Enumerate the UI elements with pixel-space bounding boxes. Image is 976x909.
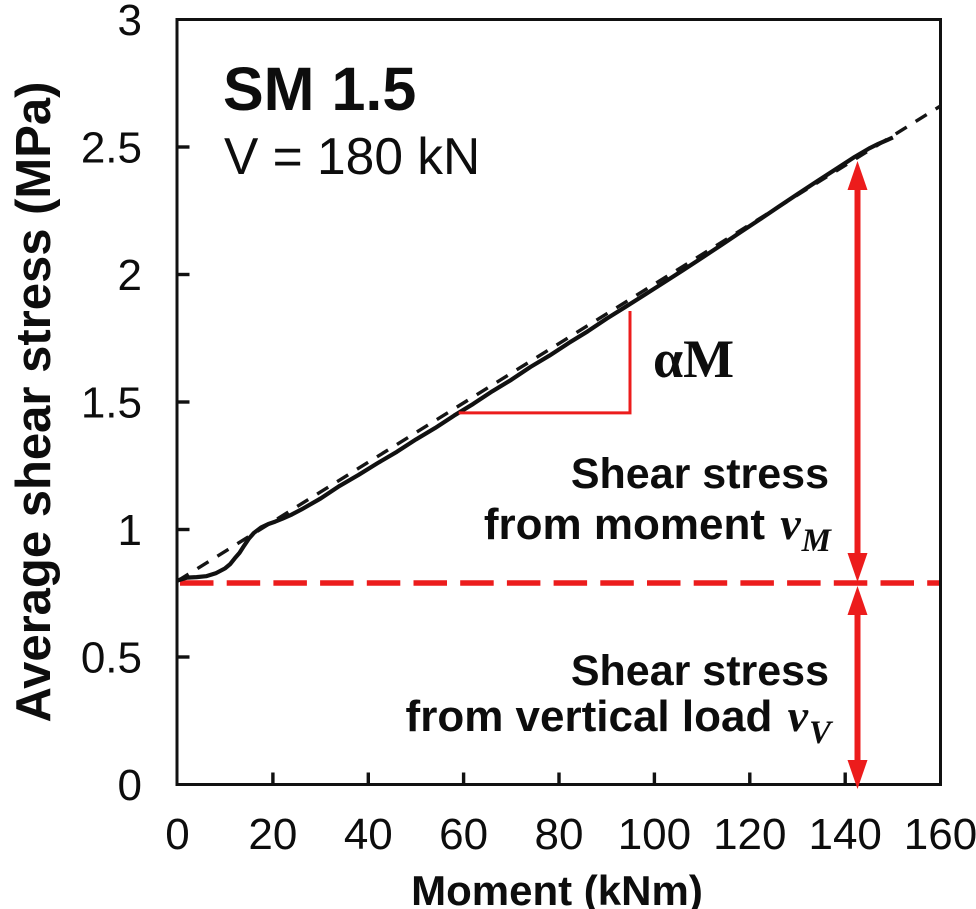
svg-text:20: 20 bbox=[248, 810, 297, 859]
svg-text:V = 180 kN: V = 180 kN bbox=[224, 127, 480, 185]
svg-text:from vertical load vV: from vertical load vV bbox=[406, 690, 834, 751]
svg-text:Moment (kNm): Moment (kNm) bbox=[411, 867, 703, 909]
svg-text:2.5: 2.5 bbox=[81, 124, 142, 173]
svg-text:from moment vM: from moment vM bbox=[484, 498, 833, 559]
svg-text:1.5: 1.5 bbox=[81, 379, 142, 428]
svg-text:SM 1.5: SM 1.5 bbox=[223, 55, 416, 123]
svg-text:Shear stress: Shear stress bbox=[571, 450, 829, 498]
svg-text:0: 0 bbox=[118, 761, 142, 810]
svg-text:3: 3 bbox=[118, 0, 142, 45]
svg-text:160: 160 bbox=[904, 810, 976, 859]
svg-text:100: 100 bbox=[618, 810, 691, 859]
svg-text:αM: αM bbox=[653, 329, 734, 389]
svg-text:0.5: 0.5 bbox=[81, 634, 142, 683]
svg-text:1: 1 bbox=[118, 506, 142, 555]
svg-text:40: 40 bbox=[344, 810, 393, 859]
svg-text:120: 120 bbox=[713, 810, 786, 859]
svg-text:140: 140 bbox=[808, 810, 881, 859]
svg-text:2: 2 bbox=[118, 251, 142, 300]
svg-text:Average shear stress (MPa): Average shear stress (MPa) bbox=[7, 82, 61, 723]
svg-text:60: 60 bbox=[439, 810, 488, 859]
svg-text:80: 80 bbox=[535, 810, 584, 859]
svg-text:0: 0 bbox=[165, 810, 189, 859]
svg-text:Shear stress: Shear stress bbox=[571, 647, 829, 695]
